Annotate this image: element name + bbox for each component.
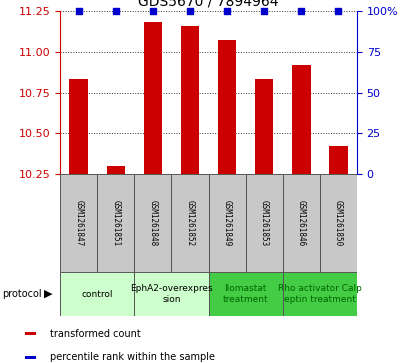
- Bar: [329, 147, 348, 174]
- Point: [187, 8, 193, 14]
- Bar: [292, 65, 310, 174]
- Bar: [209, 272, 283, 316]
- Bar: [60, 272, 134, 316]
- Point: [224, 8, 230, 14]
- Bar: [25, 356, 37, 359]
- Text: transformed count: transformed count: [50, 329, 140, 339]
- Text: GSM1261852: GSM1261852: [186, 200, 195, 246]
- Text: Rho activator Calp
eptin treatment: Rho activator Calp eptin treatment: [278, 284, 362, 304]
- Bar: [171, 174, 209, 272]
- Text: GSM1261850: GSM1261850: [334, 200, 343, 246]
- Text: GSM1261846: GSM1261846: [297, 200, 306, 246]
- Bar: [320, 174, 357, 272]
- Bar: [25, 333, 37, 335]
- Point: [261, 8, 268, 14]
- Text: control: control: [81, 290, 113, 298]
- Point: [76, 8, 82, 14]
- Point: [149, 8, 156, 14]
- Text: ▶: ▶: [44, 289, 52, 299]
- Text: percentile rank within the sample: percentile rank within the sample: [50, 352, 215, 362]
- Text: GSM1261848: GSM1261848: [149, 200, 157, 246]
- Bar: [97, 174, 134, 272]
- Bar: [255, 79, 273, 174]
- Bar: [246, 174, 283, 272]
- Text: GSM1261853: GSM1261853: [260, 200, 269, 246]
- Bar: [69, 79, 88, 174]
- Point: [298, 8, 305, 14]
- Bar: [134, 272, 209, 316]
- Text: EphA2-overexpres
sion: EphA2-overexpres sion: [130, 284, 213, 304]
- Text: GSM1261847: GSM1261847: [74, 200, 83, 246]
- Text: GSM1261849: GSM1261849: [222, 200, 232, 246]
- Title: GDS5670 / 7894964: GDS5670 / 7894964: [138, 0, 279, 8]
- Bar: [283, 272, 357, 316]
- Bar: [218, 40, 237, 174]
- Text: Ilomastat
treatment: Ilomastat treatment: [223, 284, 269, 304]
- Bar: [144, 23, 162, 174]
- Bar: [283, 174, 320, 272]
- Text: GSM1261851: GSM1261851: [111, 200, 120, 246]
- Bar: [209, 174, 246, 272]
- Point: [335, 8, 342, 14]
- Point: [112, 8, 119, 14]
- Bar: [107, 166, 125, 174]
- Bar: [60, 174, 97, 272]
- Bar: [181, 25, 199, 174]
- Text: protocol: protocol: [2, 289, 42, 299]
- Bar: [134, 174, 171, 272]
